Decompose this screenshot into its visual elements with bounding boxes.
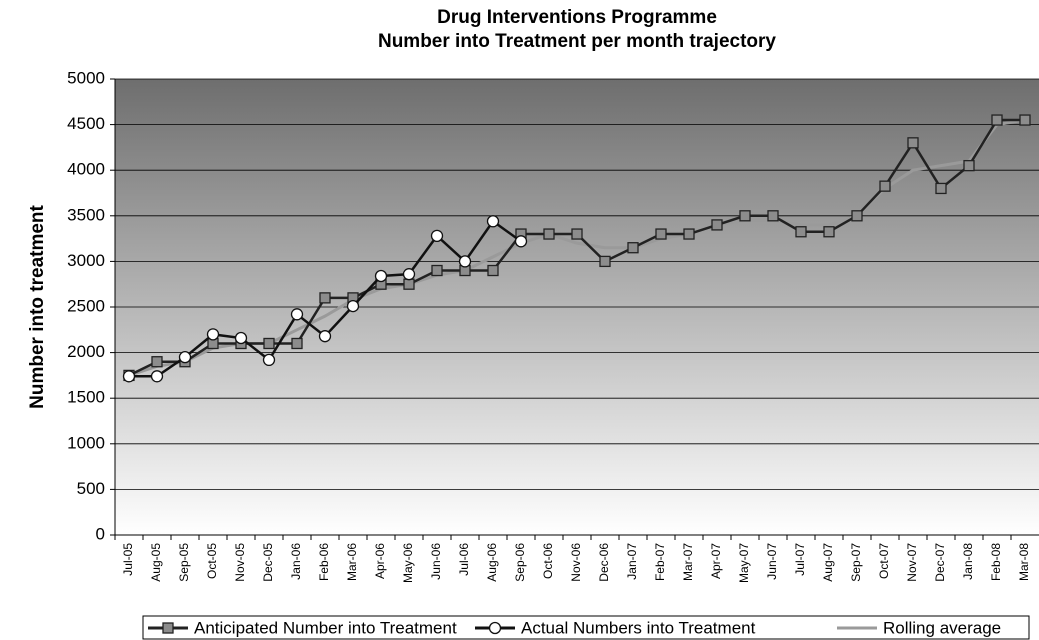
square-marker bbox=[403, 278, 415, 290]
square-marker bbox=[935, 182, 947, 195]
x-tick-label: May-06 bbox=[401, 543, 415, 583]
circle-marker bbox=[262, 353, 276, 367]
square-marker bbox=[571, 228, 583, 240]
x-tick-label: Sep-05 bbox=[177, 543, 191, 582]
x-tick-label: Jan-07 bbox=[625, 543, 639, 580]
y-axis-title: Number into treatment bbox=[27, 204, 48, 408]
x-tick-label: Feb-06 bbox=[317, 543, 331, 581]
x-tick-label: Oct-07 bbox=[877, 543, 891, 579]
square-marker bbox=[151, 356, 163, 368]
x-tick-label: Jun-06 bbox=[429, 543, 443, 580]
legend-label: Actual Numbers into Treatment bbox=[521, 618, 756, 637]
square-marker bbox=[627, 242, 639, 254]
circle-marker bbox=[318, 330, 332, 343]
square-marker bbox=[879, 180, 891, 192]
square-marker bbox=[991, 114, 1003, 126]
x-tick-label: Sep-06 bbox=[513, 543, 527, 582]
y-tick-label: 4500 bbox=[67, 114, 105, 133]
circle-marker bbox=[402, 268, 416, 281]
circle-marker bbox=[150, 370, 164, 383]
x-tick-label: Aug-05 bbox=[149, 543, 163, 582]
x-tick-label: May-07 bbox=[737, 543, 751, 583]
x-tick-label: Apr-07 bbox=[709, 543, 723, 579]
y-tick-label: 500 bbox=[77, 479, 105, 498]
square-marker bbox=[263, 337, 275, 350]
circle-marker bbox=[430, 229, 444, 243]
circle-marker bbox=[514, 235, 528, 248]
x-tick-label: Jan-08 bbox=[961, 543, 975, 580]
chart-subtitle: Number into Treatment per month trajecto… bbox=[378, 31, 776, 52]
y-tick-label: 4000 bbox=[67, 160, 105, 179]
legend-label: Anticipated Number into Treatment bbox=[194, 618, 457, 637]
y-tick-label: 3500 bbox=[67, 205, 105, 224]
square-marker bbox=[683, 228, 695, 240]
square-marker bbox=[1019, 114, 1031, 126]
circle-marker bbox=[206, 328, 220, 341]
legend-box bbox=[142, 615, 1030, 640]
x-tick-label: Jul-07 bbox=[793, 543, 807, 576]
x-tick-label: Mar-07 bbox=[681, 543, 695, 581]
square-marker bbox=[319, 292, 331, 304]
x-tick-label: Nov-07 bbox=[905, 543, 919, 582]
x-tick-label: Aug-06 bbox=[485, 543, 499, 582]
y-tick-label: 1000 bbox=[67, 433, 105, 452]
circle-marker bbox=[458, 255, 472, 268]
x-tick-label: Jun-07 bbox=[765, 543, 779, 580]
circle-marker bbox=[178, 351, 192, 364]
square-marker bbox=[851, 210, 863, 222]
chart-title: Drug Interventions Programme bbox=[437, 7, 717, 28]
x-tick-label: Dec-07 bbox=[933, 543, 947, 582]
circle-marker bbox=[122, 370, 136, 383]
x-tick-label: Feb-07 bbox=[653, 543, 667, 581]
square-marker bbox=[599, 255, 611, 268]
circle-marker bbox=[290, 308, 304, 321]
circle-marker bbox=[346, 299, 360, 313]
x-tick-label: Jan-06 bbox=[289, 543, 303, 580]
x-tick-label: Jul-05 bbox=[121, 543, 135, 576]
x-tick-label: Mar-08 bbox=[1017, 543, 1031, 581]
x-tick-label: Sep-07 bbox=[849, 543, 863, 582]
y-tick-label: 2000 bbox=[67, 342, 105, 361]
legend-label: Rolling average bbox=[883, 618, 1001, 637]
x-tick-label: Nov-06 bbox=[569, 543, 583, 582]
y-tick-label: 5000 bbox=[67, 68, 105, 87]
square-marker bbox=[162, 622, 174, 634]
square-marker bbox=[291, 337, 303, 350]
y-tick-label: 2500 bbox=[67, 296, 105, 315]
x-tick-label: Apr-06 bbox=[373, 543, 387, 579]
square-marker bbox=[487, 264, 499, 277]
x-tick-label: Jul-06 bbox=[457, 543, 471, 576]
circle-marker bbox=[486, 215, 500, 228]
x-tick-label: Dec-06 bbox=[597, 543, 611, 582]
y-tick-label: 1500 bbox=[67, 388, 105, 407]
x-tick-label: Oct-05 bbox=[205, 543, 219, 579]
x-tick-label: Feb-08 bbox=[989, 543, 1003, 581]
circle-marker bbox=[234, 331, 248, 345]
circle-marker bbox=[488, 621, 502, 635]
x-tick-label: Aug-07 bbox=[821, 543, 835, 582]
y-tick-label: 0 bbox=[96, 524, 105, 543]
square-marker bbox=[655, 228, 667, 240]
x-tick-label: Mar-06 bbox=[345, 543, 359, 581]
y-tick-label: 3000 bbox=[67, 251, 105, 270]
square-marker bbox=[711, 219, 723, 231]
square-marker bbox=[823, 226, 835, 238]
square-marker bbox=[767, 210, 779, 222]
square-marker bbox=[907, 137, 919, 149]
x-tick-label: Nov-05 bbox=[233, 543, 247, 582]
square-marker bbox=[431, 264, 443, 277]
x-tick-label: Oct-06 bbox=[541, 543, 555, 579]
square-marker bbox=[795, 226, 807, 238]
x-tick-label: Dec-05 bbox=[261, 543, 275, 582]
circle-marker bbox=[374, 269, 388, 283]
square-marker bbox=[739, 210, 751, 222]
square-marker bbox=[543, 228, 555, 240]
square-marker bbox=[963, 159, 975, 172]
